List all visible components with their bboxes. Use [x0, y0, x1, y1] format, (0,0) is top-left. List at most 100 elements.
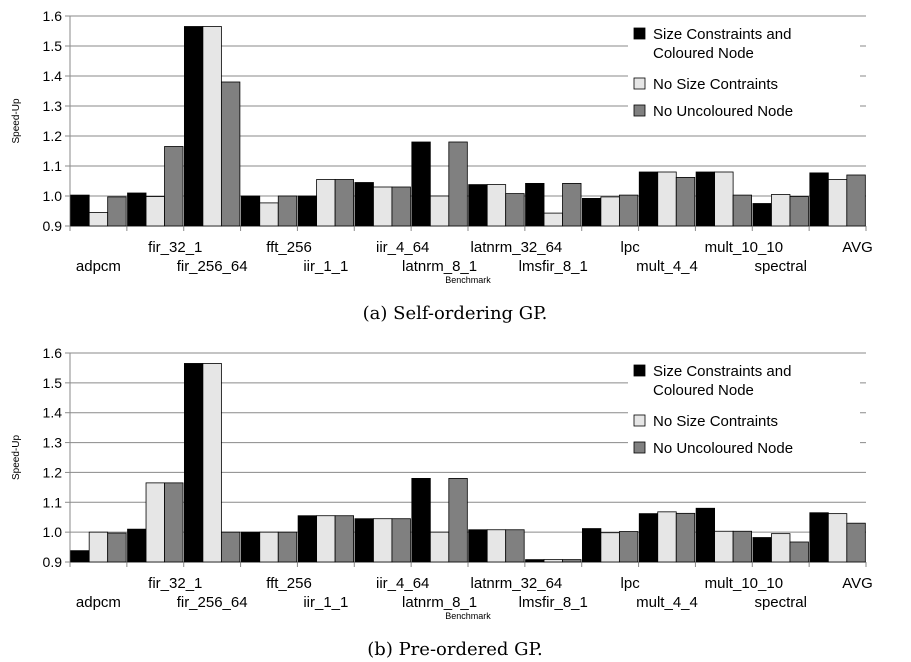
legend-swatch	[633, 364, 646, 377]
bar-latnrm_32_64-s3	[505, 193, 525, 227]
bar-iir_4_64-s3	[391, 518, 411, 563]
bar-mult_10_10-s3	[732, 194, 753, 227]
bar-fir_256_64-s3	[220, 531, 241, 563]
bar-fir_256_64-s2	[202, 26, 222, 227]
bar-fir_32_1-s2	[145, 196, 165, 227]
legend-swatch	[633, 414, 646, 427]
x-tick-label: mult_10_10	[705, 239, 783, 256]
bar-adpcm-s1	[70, 194, 90, 227]
bar-fft_256-s2	[259, 202, 279, 227]
legend: Size Constraints and Coloured Node No Size…	[628, 26, 860, 128]
x-axis-label: Benchmark	[445, 275, 491, 285]
x-tick-label: fir_256_64	[177, 594, 248, 611]
y-axis-label: Speed-Up	[11, 98, 22, 143]
bar-spectral-s2	[771, 194, 791, 227]
legend-background	[628, 365, 860, 465]
bar-adpcm-s1	[70, 550, 90, 563]
y-tick-label: 1.2	[43, 464, 63, 480]
bar-mult_10_10-s3	[732, 530, 753, 563]
bar-fir_256_64-s3	[220, 81, 241, 227]
bar-fir_32_1-s1	[127, 192, 147, 227]
y-tick-label: 1.6	[43, 345, 63, 361]
bar-fir_32_1-s2	[145, 482, 165, 563]
bar-lmsfir_8_1-s1	[525, 182, 545, 227]
x-tick-label: iir_1_1	[303, 258, 348, 275]
bar-iir_1_1-s3	[334, 515, 355, 563]
bar-fir_256_64-s1	[183, 26, 204, 227]
x-tick-label: lpc	[621, 239, 641, 256]
bar-AVG-s3	[846, 522, 866, 563]
bar-mult_4_4-s1	[638, 513, 659, 563]
bar-mult_10_10-s1	[695, 171, 716, 227]
y-tick-label: 1.3	[43, 98, 63, 114]
legend-label: No Uncoloured Node	[653, 103, 793, 120]
y-tick-label: 1.5	[43, 375, 63, 391]
bar-iir_4_64-s1	[354, 182, 374, 227]
legend-label: Size Constraints and Coloured Node	[653, 26, 791, 62]
bar-lpc-s1	[581, 197, 602, 227]
legend-label: No Size Contraints	[653, 76, 778, 93]
legend-label: Size Constraints and Coloured Node	[653, 363, 791, 399]
bar-spectral-s2	[771, 533, 791, 563]
bar-lmsfir_8_1-s2	[543, 559, 563, 563]
bar-iir_1_1-s1	[297, 195, 318, 227]
bar-iir_1_1-s1	[297, 515, 318, 563]
bar-spectral-s3	[789, 541, 809, 563]
y-tick-label: 1.3	[43, 435, 63, 451]
legend-label: No Size Contraints	[653, 413, 778, 430]
x-tick-label: mult_4_4	[636, 258, 698, 275]
legend: Size Constraints and Coloured Node No Size…	[628, 363, 860, 465]
bar-latnrm_32_64-s1	[468, 529, 488, 563]
bar-iir_4_64-s2	[373, 186, 393, 227]
x-tick-label: latnrm_8_1	[402, 594, 477, 611]
y-tick-label: 1.1	[43, 158, 63, 174]
x-tick-label: spectral	[754, 594, 807, 611]
bar-latnrm_8_1-s1	[411, 141, 431, 227]
bar-iir_1_1-s2	[316, 515, 336, 563]
bar-fft_256-s1	[240, 531, 261, 563]
bar-lpc-s1	[581, 528, 602, 563]
x-tick-label: fir_32_1	[148, 239, 202, 256]
bar-spectral-s1	[752, 537, 772, 563]
x-tick-label: spectral	[754, 258, 807, 275]
x-tick-label: lmsfir_8_1	[519, 594, 588, 611]
legend-background	[628, 28, 860, 128]
bar-latnrm_8_1-s2	[429, 531, 450, 563]
bar-mult_10_10-s2	[714, 171, 734, 227]
bar-fft_256-s3	[277, 531, 298, 563]
bar-AVG-s3	[846, 174, 866, 227]
x-tick-label: fir_256_64	[177, 258, 248, 275]
bar-fir_32_1-s3	[164, 482, 184, 563]
bar-iir_4_64-s1	[354, 518, 374, 563]
bar-AVG-s1	[809, 172, 829, 227]
x-axis-label: Benchmark	[445, 611, 491, 621]
x-tick-label: iir_4_64	[376, 239, 429, 256]
x-tick-label: mult_4_4	[636, 594, 698, 611]
bar-iir_1_1-s2	[316, 179, 336, 227]
y-tick-label: 1.5	[43, 38, 63, 54]
legend-swatch	[633, 104, 646, 117]
bar-latnrm_32_64-s2	[486, 529, 507, 563]
bar-fir_256_64-s1	[183, 363, 204, 563]
bar-latnrm_8_1-s3	[448, 477, 468, 563]
bar-iir_4_64-s2	[373, 518, 393, 563]
bar-AVG-s2	[827, 513, 848, 563]
y-tick-label: 1.0	[43, 524, 63, 540]
bar-lmsfir_8_1-s1	[525, 559, 545, 563]
bar-mult_4_4-s2	[657, 171, 677, 227]
legend-swatch	[633, 77, 646, 90]
bar-mult_10_10-s1	[695, 507, 716, 563]
bar-fir_32_1-s3	[164, 146, 184, 227]
y-tick-label: 1.4	[43, 405, 63, 421]
bar-fft_256-s2	[259, 531, 279, 563]
bar-latnrm_8_1-s1	[411, 477, 431, 563]
bar-mult_4_4-s3	[675, 512, 696, 563]
bar-mult_4_4-s3	[675, 176, 696, 227]
bar-lpc-s2	[600, 196, 620, 227]
x-tick-label: iir_1_1	[303, 594, 348, 611]
bar-latnrm_32_64-s2	[486, 184, 507, 227]
x-tick-label: lpc	[621, 575, 641, 592]
bar-fft_256-s1	[240, 195, 261, 227]
bar-mult_10_10-s2	[714, 530, 734, 563]
